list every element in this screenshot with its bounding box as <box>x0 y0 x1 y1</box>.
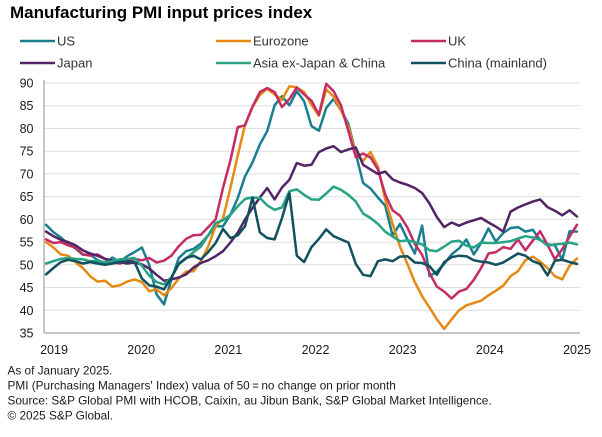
svg-text:2019: 2019 <box>40 343 68 357</box>
svg-text:PMI (Purchasing Managers' Inde: PMI (Purchasing Managers' Index) valua o… <box>8 379 396 393</box>
svg-text:2024: 2024 <box>476 343 504 357</box>
svg-text:Eurozone: Eurozone <box>253 34 309 49</box>
svg-text:US: US <box>57 34 75 49</box>
svg-text:Asia ex-Japan & China: Asia ex-Japan & China <box>253 56 386 71</box>
svg-text:UK: UK <box>448 34 466 49</box>
svg-text:China (mainland): China (mainland) <box>448 56 547 71</box>
svg-text:2020: 2020 <box>127 343 155 357</box>
svg-text:2022: 2022 <box>302 343 330 357</box>
svg-text:80: 80 <box>20 122 34 136</box>
svg-text:55: 55 <box>20 236 34 250</box>
svg-text:50: 50 <box>20 258 34 272</box>
svg-text:2023: 2023 <box>389 343 417 357</box>
svg-text:© 2025 S&P Global.: © 2025 S&P Global. <box>8 409 114 423</box>
svg-text:85: 85 <box>20 99 34 113</box>
svg-text:2021: 2021 <box>214 343 242 357</box>
svg-text:70: 70 <box>20 167 34 181</box>
svg-text:65: 65 <box>20 190 34 204</box>
svg-text:45: 45 <box>20 281 34 295</box>
svg-text:90: 90 <box>20 77 34 91</box>
svg-text:40: 40 <box>20 304 34 318</box>
svg-text:2025: 2025 <box>563 343 591 357</box>
svg-text:As of January 2025.: As of January 2025. <box>8 364 113 378</box>
svg-text:60: 60 <box>20 213 34 227</box>
svg-text:Source: S&P Global PMI with HC: Source: S&P Global PMI with HCOB, Caixin… <box>8 394 492 408</box>
svg-text:75: 75 <box>20 145 34 159</box>
svg-text:35: 35 <box>20 327 34 341</box>
svg-text:Japan: Japan <box>57 56 92 71</box>
